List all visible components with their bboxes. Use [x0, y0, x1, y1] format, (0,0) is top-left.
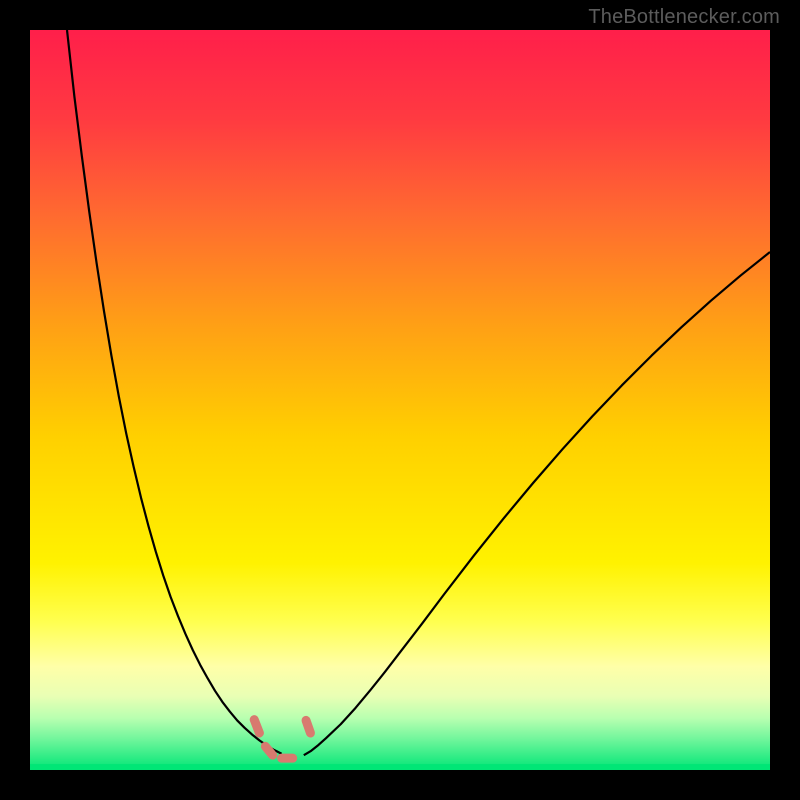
marker-segment [254, 720, 259, 733]
marker-segment [306, 720, 310, 733]
watermark-text: TheBottlenecker.com [588, 6, 780, 29]
bottom-band [30, 764, 770, 770]
chart-container: TheBottlenecker.com [0, 0, 800, 800]
plot-area [30, 30, 770, 770]
marker-segment [265, 746, 272, 755]
gradient-background [30, 30, 770, 770]
plot-svg [30, 30, 770, 770]
